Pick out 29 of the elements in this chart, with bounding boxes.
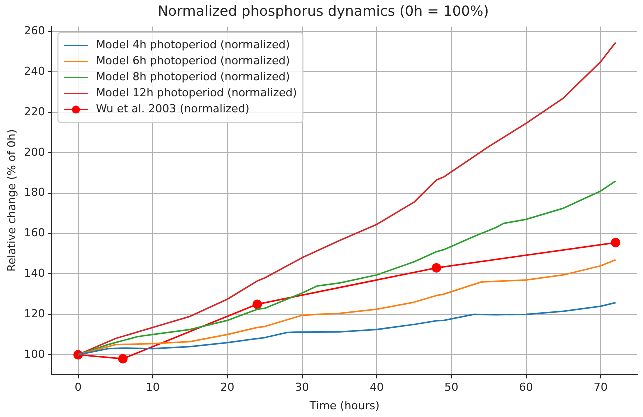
- point: [432, 263, 442, 273]
- y-tick-label: 240: [24, 64, 46, 78]
- x-tick-label: 0: [74, 381, 82, 394]
- x-tick-label: 30: [295, 381, 310, 394]
- y-tick-label: 140: [24, 267, 46, 280]
- y-tick-label: 120: [24, 307, 46, 320]
- x-tick-label: 40: [370, 381, 384, 394]
- x-axis-title: Time (hours): [308, 399, 380, 412]
- legend-label: Wu et al. 2003 (normalized): [96, 102, 250, 116]
- y-tick-label: 260: [24, 24, 46, 38]
- legend-label: Model 12h photoperiod (normalized): [96, 86, 298, 100]
- x-tick-label: 10: [146, 381, 160, 394]
- y-axis-title: Relative change (% of 0h): [5, 129, 18, 272]
- legend-label: Model 8h photoperiod (normalized): [96, 70, 290, 84]
- y-tick-label: 100: [24, 348, 46, 361]
- legend-label: Model 4h photoperiod (normalized): [96, 38, 290, 52]
- point: [252, 300, 262, 310]
- y-tick-label: 220: [24, 105, 46, 118]
- chart-title: Normalized phosphorus dynamics (0h = 100%): [158, 4, 490, 20]
- point: [118, 354, 128, 364]
- point: [611, 238, 621, 248]
- y-tick-label: 160: [24, 226, 46, 240]
- x-tick-label: 70: [594, 381, 608, 394]
- x-tick-label: 50: [444, 381, 459, 394]
- legend-label: Model 6h photoperiod (normalized): [96, 54, 290, 68]
- y-tick-label: 180: [24, 186, 46, 200]
- y-tick-label: 200: [24, 146, 46, 159]
- x-tick-label: 60: [519, 381, 534, 394]
- x-tick-label: 20: [220, 381, 235, 394]
